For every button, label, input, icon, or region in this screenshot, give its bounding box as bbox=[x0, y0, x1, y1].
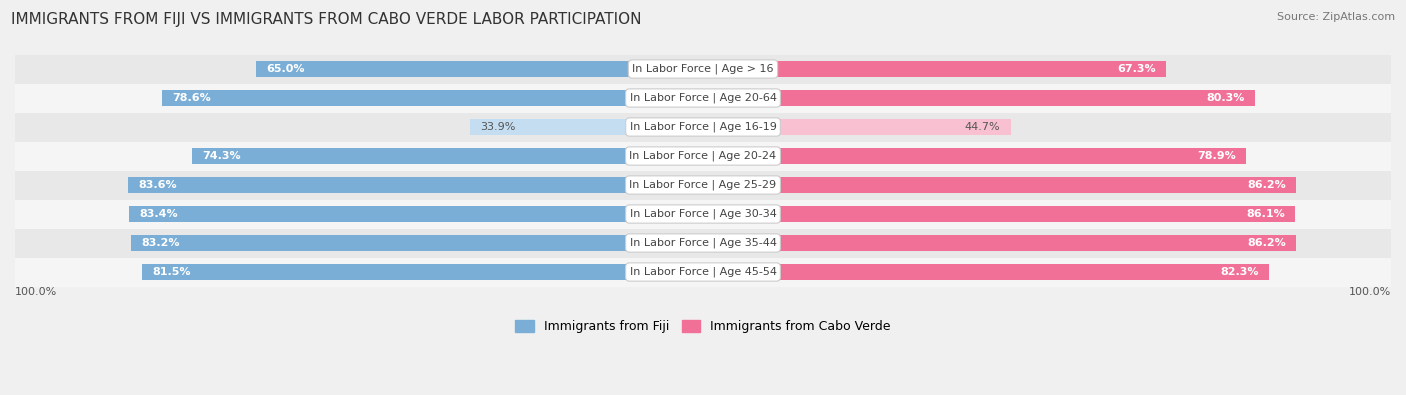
Text: 44.7%: 44.7% bbox=[965, 122, 1000, 132]
Text: 83.2%: 83.2% bbox=[141, 238, 180, 248]
Bar bbox=[15, 113, 1391, 141]
Text: 86.1%: 86.1% bbox=[1246, 209, 1285, 219]
Text: 83.6%: 83.6% bbox=[138, 180, 177, 190]
Bar bbox=[256, 60, 703, 77]
Text: 80.3%: 80.3% bbox=[1206, 93, 1246, 103]
Bar bbox=[15, 83, 1391, 113]
Bar bbox=[703, 235, 1296, 252]
Text: In Labor Force | Age 16-19: In Labor Force | Age 16-19 bbox=[630, 122, 776, 132]
Text: IMMIGRANTS FROM FIJI VS IMMIGRANTS FROM CABO VERDE LABOR PARTICIPATION: IMMIGRANTS FROM FIJI VS IMMIGRANTS FROM … bbox=[11, 12, 641, 27]
Text: In Labor Force | Age 20-64: In Labor Force | Age 20-64 bbox=[630, 93, 776, 103]
Bar bbox=[703, 177, 1296, 194]
Text: 83.4%: 83.4% bbox=[139, 209, 179, 219]
Text: 100.0%: 100.0% bbox=[15, 286, 58, 297]
Text: 33.9%: 33.9% bbox=[479, 122, 516, 132]
Text: In Labor Force | Age 25-29: In Labor Force | Age 25-29 bbox=[630, 180, 776, 190]
Text: In Labor Force | Age 45-54: In Labor Force | Age 45-54 bbox=[630, 267, 776, 277]
Bar bbox=[15, 258, 1391, 286]
Bar bbox=[128, 177, 703, 194]
Text: In Labor Force | Age 20-24: In Labor Force | Age 20-24 bbox=[630, 151, 776, 161]
Bar bbox=[703, 206, 1295, 222]
Text: 86.2%: 86.2% bbox=[1247, 238, 1285, 248]
Text: In Labor Force | Age 30-34: In Labor Force | Age 30-34 bbox=[630, 209, 776, 219]
Bar bbox=[470, 118, 703, 135]
Bar bbox=[703, 148, 1246, 164]
Bar bbox=[131, 235, 703, 252]
Bar bbox=[191, 148, 703, 164]
Bar bbox=[15, 141, 1391, 171]
Bar bbox=[15, 229, 1391, 258]
Text: 100.0%: 100.0% bbox=[1348, 286, 1391, 297]
Text: 82.3%: 82.3% bbox=[1220, 267, 1258, 277]
Bar bbox=[703, 263, 1270, 280]
Bar bbox=[703, 60, 1166, 77]
Bar bbox=[15, 55, 1391, 83]
Text: In Labor Force | Age 35-44: In Labor Force | Age 35-44 bbox=[630, 238, 776, 248]
Bar bbox=[129, 206, 703, 222]
Bar bbox=[703, 90, 1256, 106]
Bar bbox=[142, 263, 703, 280]
Text: 65.0%: 65.0% bbox=[266, 64, 305, 74]
Text: 86.2%: 86.2% bbox=[1247, 180, 1285, 190]
Text: 81.5%: 81.5% bbox=[153, 267, 191, 277]
Text: In Labor Force | Age > 16: In Labor Force | Age > 16 bbox=[633, 64, 773, 74]
Bar bbox=[15, 199, 1391, 229]
Text: 78.6%: 78.6% bbox=[173, 93, 211, 103]
Bar bbox=[15, 171, 1391, 199]
Text: 74.3%: 74.3% bbox=[202, 151, 240, 161]
Legend: Immigrants from Fiji, Immigrants from Cabo Verde: Immigrants from Fiji, Immigrants from Ca… bbox=[510, 315, 896, 338]
Bar bbox=[162, 90, 703, 106]
Bar bbox=[703, 118, 1011, 135]
Text: 78.9%: 78.9% bbox=[1197, 151, 1236, 161]
Text: Source: ZipAtlas.com: Source: ZipAtlas.com bbox=[1277, 12, 1395, 22]
Text: 67.3%: 67.3% bbox=[1118, 64, 1156, 74]
